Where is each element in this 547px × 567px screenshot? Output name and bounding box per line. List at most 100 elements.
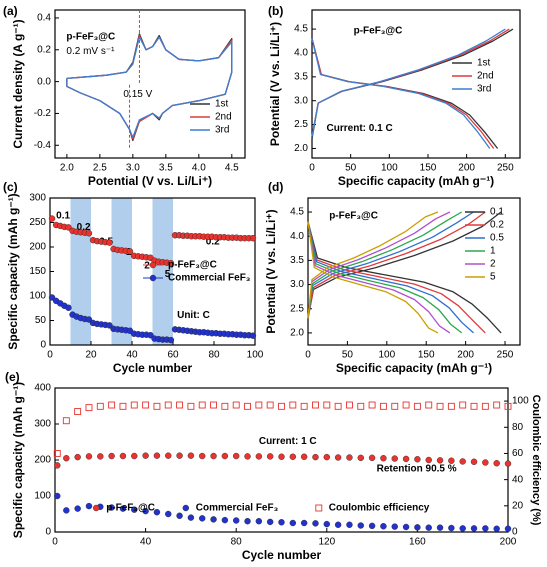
x-tick-label: 100 xyxy=(378,350,395,361)
y-tick-label: 200 xyxy=(34,455,51,466)
annotation: p-FeF₃@C xyxy=(329,210,378,221)
legend-marker xyxy=(149,261,157,269)
marker xyxy=(278,519,285,526)
marker xyxy=(504,402,512,410)
marker xyxy=(85,404,93,412)
marker xyxy=(482,459,489,466)
x-tick-label: 3.0 xyxy=(126,163,140,174)
marker xyxy=(153,509,161,516)
panel: 0 40 80 120 160 2000100200300400020406080100C… xyxy=(5,370,542,562)
annotation: Unit: C xyxy=(177,310,210,321)
y2-axis-label: Coulombic efficiency (%) xyxy=(530,395,542,526)
legend-label: 2nd xyxy=(215,112,232,123)
x-tick-label: 120 xyxy=(318,537,335,548)
y-tick-label: 2.5 xyxy=(294,119,308,130)
marker xyxy=(165,452,172,459)
marker xyxy=(131,506,138,513)
series-line xyxy=(307,211,474,334)
marker xyxy=(289,453,297,460)
marker xyxy=(255,453,263,460)
marker xyxy=(108,504,115,511)
marker xyxy=(199,515,206,522)
x-tick-label: 3.5 xyxy=(159,163,173,174)
annotation: 0.15 V xyxy=(123,89,152,100)
x-tick-label: 50 xyxy=(342,350,354,361)
y-tick-label: 3.5 xyxy=(294,71,308,82)
x-axis-label: Cycle number xyxy=(242,548,322,562)
marker xyxy=(346,401,353,409)
marker xyxy=(106,239,113,246)
y-tick-label: 400 xyxy=(34,383,51,394)
y-tick-label: 2.0 xyxy=(294,143,308,154)
marker xyxy=(379,402,387,410)
marker xyxy=(266,453,274,460)
marker xyxy=(54,462,61,469)
marker xyxy=(221,452,229,460)
y-tick-label: 0.4 xyxy=(37,13,51,24)
x-tick-label: 160 xyxy=(409,537,426,548)
x-axis-label: Specific capacity (mAh g⁻¹) xyxy=(338,174,494,188)
marker xyxy=(119,452,127,460)
legend-label: 0.5 xyxy=(490,233,504,244)
y-tick-label: 4.0 xyxy=(294,48,308,59)
y2-tick-label: 80 xyxy=(512,422,524,433)
marker xyxy=(459,525,466,532)
marker xyxy=(470,525,478,532)
marker xyxy=(447,402,455,410)
marker xyxy=(48,215,56,222)
marker xyxy=(289,401,297,409)
marker xyxy=(74,453,81,461)
y-tick-label: 300 xyxy=(29,193,46,204)
marker xyxy=(96,402,104,410)
marker xyxy=(334,402,342,410)
annotation: Current: 0.1 C xyxy=(327,123,393,134)
marker xyxy=(255,401,263,409)
y-axis-label: Specific capacity (mAh g⁻¹) xyxy=(11,382,25,538)
y-tick-label: 0.0 xyxy=(37,76,51,87)
legend-label: Commercial FeF₃ xyxy=(196,503,279,514)
marker xyxy=(448,524,455,532)
marker xyxy=(312,520,319,527)
y-tick-label: -0.4 xyxy=(34,140,52,151)
marker xyxy=(142,401,150,409)
marker xyxy=(266,401,274,409)
marker xyxy=(470,458,478,465)
y-tick-label: 300 xyxy=(34,419,51,430)
marker xyxy=(323,401,331,409)
legend-label: p-FeF₃@C xyxy=(106,503,155,514)
x-tick-label: 4.5 xyxy=(225,163,239,174)
y-axis-label: Potential (V vs. Li/Li⁺) xyxy=(264,209,278,333)
marker xyxy=(232,452,240,460)
x-axis-label: Potential (V vs. Li/Li⁺) xyxy=(88,174,212,188)
x-tick-label: 2.5 xyxy=(93,163,107,174)
legend-label: 1st xyxy=(477,58,491,69)
y-axis-label: Potential (V vs. Li/Li⁺) xyxy=(268,22,282,146)
x-tick-label: 60 xyxy=(167,350,179,361)
marker xyxy=(300,402,308,410)
marker xyxy=(380,455,387,462)
series-line xyxy=(307,211,502,334)
panel: 0 50 100 150 200 250 2.0 2.5 3.0 3.5 4.0 4.5 Specifi… xyxy=(268,4,521,188)
plot-frame xyxy=(311,9,521,159)
series-line xyxy=(307,211,439,334)
x-tick-label: 40 xyxy=(126,350,138,361)
x-axis-label: Cycle number xyxy=(113,361,193,375)
marker xyxy=(334,454,342,461)
marker xyxy=(85,502,93,510)
marker xyxy=(278,402,285,410)
y-tick-label: 150 xyxy=(29,266,46,277)
marker xyxy=(119,505,127,512)
y-tick-label: 100 xyxy=(29,291,46,302)
marker xyxy=(210,452,217,460)
marker xyxy=(470,402,478,410)
annotation: p-FeF₃@C xyxy=(354,25,403,36)
marker xyxy=(65,224,72,231)
marker xyxy=(414,524,421,531)
marker xyxy=(142,452,149,459)
x-tick-label: 4.0 xyxy=(192,163,206,174)
x-tick-label: 150 xyxy=(418,350,435,361)
legend-label: 5 xyxy=(490,272,496,283)
marker xyxy=(368,522,376,530)
marker xyxy=(199,452,206,460)
marker xyxy=(493,525,500,532)
